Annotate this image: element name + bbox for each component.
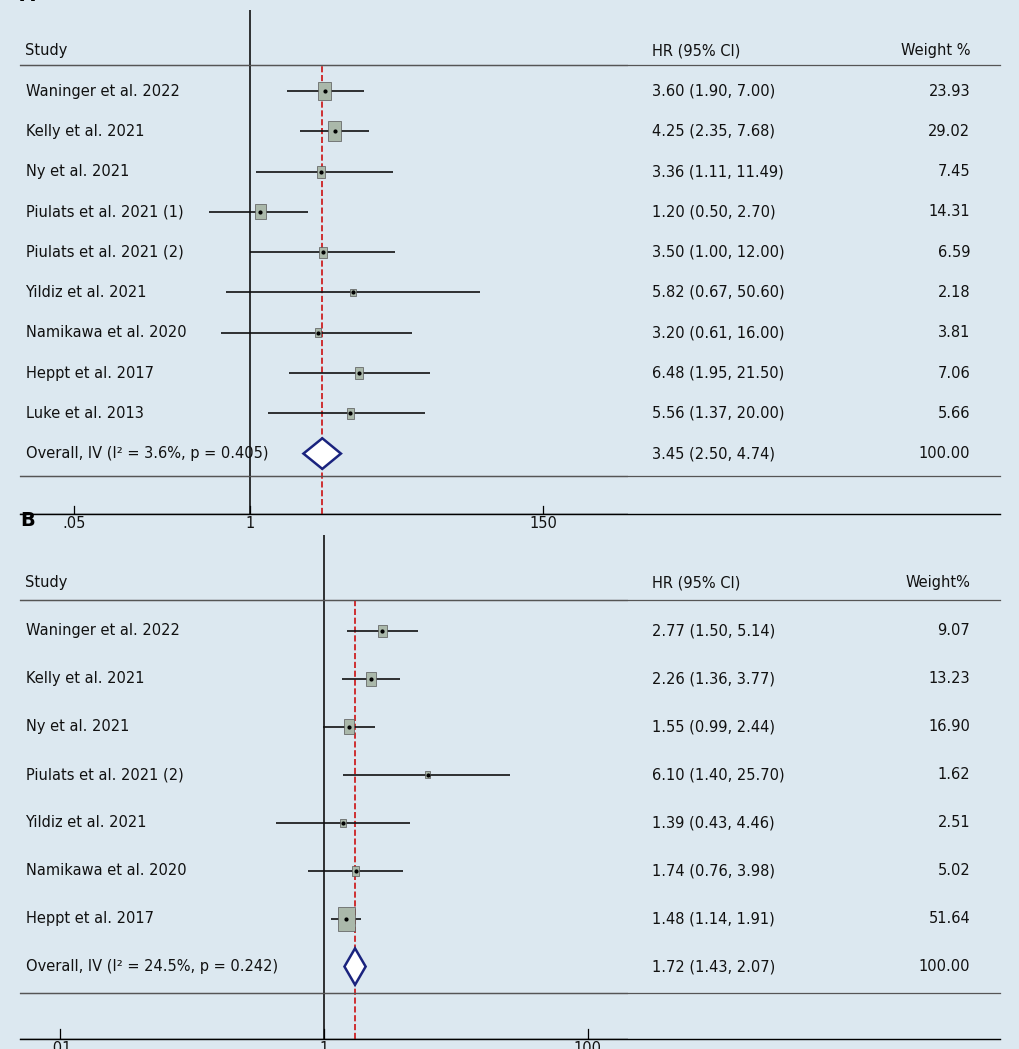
Text: Heppt et al. 2017: Heppt et al. 2017 [25,912,153,926]
Text: 1.48 (1.14, 1.91): 1.48 (1.14, 1.91) [651,912,774,926]
Text: Ny et al. 2021: Ny et al. 2021 [25,164,128,179]
Text: Waninger et al. 2022: Waninger et al. 2022 [25,84,179,99]
Text: Overall, IV (I² = 3.6%, p = 0.405): Overall, IV (I² = 3.6%, p = 0.405) [25,446,268,462]
Text: 2.77 (1.50, 5.14): 2.77 (1.50, 5.14) [651,623,774,639]
Bar [343,720,354,734]
Text: 14.31: 14.31 [927,205,969,219]
Text: .01: .01 [48,1041,71,1049]
Text: HR (95% CI): HR (95% CI) [651,43,740,59]
Text: 4.25 (2.35, 7.68): 4.25 (2.35, 7.68) [651,124,774,138]
Text: Study: Study [25,576,68,591]
Text: 2.18: 2.18 [936,285,969,300]
Text: Weight%: Weight% [905,576,969,591]
Text: 3.20 (0.61, 16.00): 3.20 (0.61, 16.00) [651,325,784,340]
Polygon shape [303,438,340,469]
Text: 1.39 (0.43, 4.46): 1.39 (0.43, 4.46) [651,815,773,830]
Text: Namikawa et al. 2020: Namikawa et al. 2020 [25,863,185,878]
Text: 3.60 (1.90, 7.00): 3.60 (1.90, 7.00) [651,84,774,99]
Text: 5.66: 5.66 [936,406,969,421]
Text: Piulats et al. 2021 (1): Piulats et al. 2021 (1) [25,205,183,219]
Text: Yildiz et al. 2021: Yildiz et al. 2021 [25,815,147,830]
Bar [337,906,355,930]
Bar [315,328,321,338]
Text: 9.07: 9.07 [936,623,969,639]
Text: 16.90: 16.90 [927,720,969,734]
Text: 2.51: 2.51 [936,815,969,830]
Text: Luke et al. 2013: Luke et al. 2013 [25,406,144,421]
Bar [327,122,341,142]
Text: 6.10 (1.40, 25.70): 6.10 (1.40, 25.70) [651,767,784,783]
Text: 23.93: 23.93 [927,84,969,99]
Text: 51.64: 51.64 [927,912,969,926]
Text: Yildiz et al. 2021: Yildiz et al. 2021 [25,285,147,300]
Text: Kelly et al. 2021: Kelly et al. 2021 [25,124,144,138]
Text: 1.20 (0.50, 2.70): 1.20 (0.50, 2.70) [651,205,774,219]
Bar [339,818,345,827]
Text: Heppt et al. 2017: Heppt et al. 2017 [25,365,153,381]
Text: 1: 1 [245,516,254,531]
Text: 5.82 (0.67, 50.60): 5.82 (0.67, 50.60) [651,285,784,300]
Text: 3.81: 3.81 [936,325,969,340]
Bar [352,865,359,876]
Bar [355,367,363,379]
Text: 3.45 (2.50, 4.74): 3.45 (2.50, 4.74) [651,446,774,462]
Bar [319,247,327,258]
Bar [425,771,430,778]
Text: 6.59: 6.59 [936,244,969,260]
Text: 29.02: 29.02 [927,124,969,138]
Bar [255,205,265,219]
Text: HR (95% CI): HR (95% CI) [651,576,740,591]
Text: 3.36 (1.11, 11.49): 3.36 (1.11, 11.49) [651,164,783,179]
Bar [346,408,354,419]
Text: 13.23: 13.23 [927,671,969,686]
Text: 2.26 (1.36, 3.77): 2.26 (1.36, 3.77) [651,671,774,686]
Text: B: B [20,511,35,530]
Text: 1.74 (0.76, 3.98): 1.74 (0.76, 3.98) [651,863,774,878]
Text: Weight %: Weight % [900,43,969,59]
Text: 7.45: 7.45 [936,164,969,179]
Text: 5.56 (1.37, 20.00): 5.56 (1.37, 20.00) [651,406,784,421]
Text: 1: 1 [319,1041,328,1049]
Text: 150: 150 [529,516,556,531]
Text: Namikawa et al. 2020: Namikawa et al. 2020 [25,325,185,340]
Bar [350,288,356,297]
Bar [378,625,386,637]
Bar [366,671,375,686]
Text: Study: Study [25,43,68,59]
Text: Kelly et al. 2021: Kelly et al. 2021 [25,671,144,686]
Text: 7.06: 7.06 [936,365,969,381]
Text: 1.55 (0.99, 2.44): 1.55 (0.99, 2.44) [651,720,774,734]
Text: 6.48 (1.95, 21.50): 6.48 (1.95, 21.50) [651,365,784,381]
Bar [318,82,331,101]
Text: 100.00: 100.00 [918,446,969,462]
Text: Ny et al. 2021: Ny et al. 2021 [25,720,128,734]
Text: 1.62: 1.62 [936,767,969,783]
Text: 100.00: 100.00 [918,959,969,975]
Text: 3.50 (1.00, 12.00): 3.50 (1.00, 12.00) [651,244,784,260]
Text: Overall, IV (I² = 24.5%, p = 0.242): Overall, IV (I² = 24.5%, p = 0.242) [25,959,277,975]
Bar [316,166,324,177]
Polygon shape [344,948,365,985]
Text: 1.72 (1.43, 2.07): 1.72 (1.43, 2.07) [651,959,774,975]
Text: A: A [20,0,36,5]
Text: 5.02: 5.02 [936,863,969,878]
Text: .05: .05 [62,516,86,531]
Text: Waninger et al. 2022: Waninger et al. 2022 [25,623,179,639]
Text: Piulats et al. 2021 (2): Piulats et al. 2021 (2) [25,244,183,260]
Text: 100: 100 [574,1041,601,1049]
Text: Piulats et al. 2021 (2): Piulats et al. 2021 (2) [25,767,183,783]
